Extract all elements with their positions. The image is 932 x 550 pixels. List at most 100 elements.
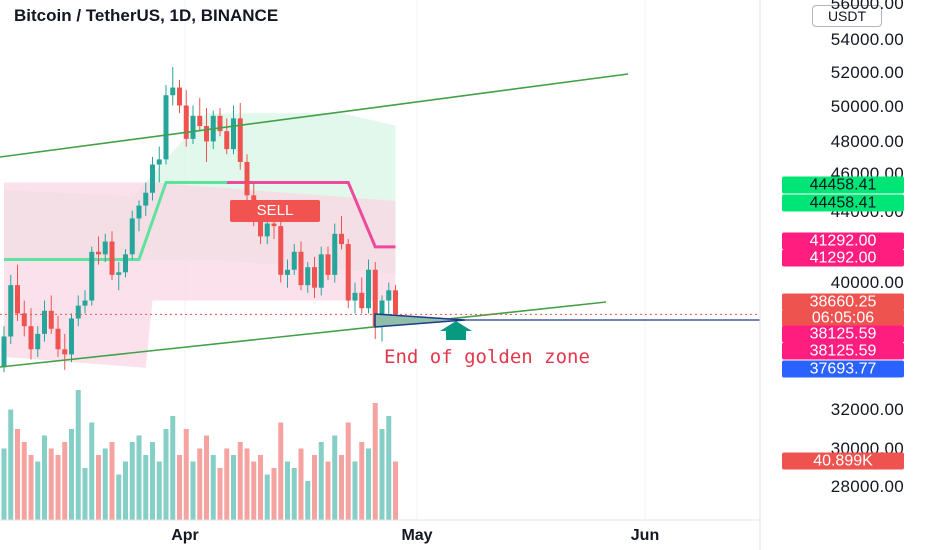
volume-bar: [237, 442, 243, 520]
volume-bar: [312, 455, 317, 520]
candle-body: [345, 244, 351, 301]
volume-bar: [109, 442, 115, 520]
volume-bar: [204, 435, 209, 520]
volume-bar: [251, 461, 257, 520]
volume-bar: [298, 448, 304, 520]
volume-bar: [386, 416, 392, 520]
price-tag-red: 38660.25: [782, 293, 904, 311]
price-axis-label: 28000.00: [830, 477, 904, 496]
candle-body: [75, 305, 81, 319]
price-tag-pink: 38125.59: [782, 342, 904, 360]
candlesticks: [1, 67, 398, 373]
volume-bar: [129, 442, 135, 520]
price-tag-pink: 41292.00: [782, 232, 904, 250]
candle-body: [237, 118, 243, 162]
candle-body: [359, 292, 365, 309]
candle-body: [69, 318, 74, 355]
volume-bar: [21, 442, 27, 520]
price-tag-green: 44458.41: [782, 176, 904, 194]
candle-body: [55, 328, 61, 350]
price-axis-label: 50000.00: [830, 97, 904, 116]
volume-bar: [163, 429, 169, 520]
volume-bar: [8, 409, 14, 520]
volume-bar: [393, 461, 398, 520]
price-axis-label: 48000.00: [830, 132, 904, 151]
time-axis-label: Apr: [171, 527, 199, 544]
candle-body: [318, 254, 324, 288]
volume-bar: [177, 455, 182, 520]
time-axis-label: May: [401, 527, 433, 544]
price-axis-label: 54000.00: [830, 30, 904, 49]
volume-bar: [75, 390, 81, 520]
candle-body: [190, 115, 196, 139]
candle-body: [136, 205, 142, 219]
volume-bar: [136, 435, 142, 520]
candle-body: [258, 218, 263, 237]
candle-body: [217, 115, 223, 132]
candle-body: [305, 267, 311, 286]
price-tag-red: 06:05:06: [782, 309, 904, 327]
volume-bar: [278, 422, 284, 520]
volume-bar: [55, 455, 61, 520]
pink-band-fill: [4, 182, 396, 368]
candle-body: [1, 336, 7, 368]
drawing-lines[interactable]: [0, 73, 760, 368]
volume-bar: [82, 468, 88, 520]
currency-button[interactable]: USDT: [812, 5, 882, 27]
indicator-bands: [4, 113, 396, 368]
volume-bar: [264, 474, 270, 520]
volume-bar: [28, 455, 34, 520]
volume-bar: [183, 429, 189, 520]
candle-body: [48, 310, 54, 329]
volume-bar: [325, 461, 331, 520]
volume-bar: [258, 455, 263, 520]
volume-bar: [156, 461, 162, 520]
volume-bar: [150, 442, 155, 520]
candle-body: [156, 159, 162, 165]
volume-bar: [69, 429, 74, 520]
candle-body: [177, 87, 182, 106]
candle-body: [332, 233, 338, 275]
volume-bar: [62, 442, 68, 520]
candle-body: [339, 233, 344, 245]
candle-body: [42, 310, 47, 334]
sell-signal-label: SELL: [230, 200, 320, 222]
price-axis-label: 52000.00: [830, 63, 904, 82]
candle-body: [62, 349, 68, 355]
candle-body: [8, 285, 14, 337]
candle-body: [109, 241, 115, 275]
candle-body: [244, 161, 250, 196]
volume-bar: [291, 468, 297, 520]
candle-body: [298, 251, 304, 286]
candle-body: [28, 326, 34, 350]
candle-body: [366, 269, 371, 309]
price-tag-green: 44458.41: [782, 194, 904, 212]
price-axis-label: 56000.00: [830, 0, 904, 13]
volume-bar: [379, 429, 385, 520]
up-arrow-icon: [440, 321, 472, 340]
time-axis-label: Jun: [630, 527, 660, 544]
volume-bar: [210, 455, 216, 520]
volume-bar: [35, 461, 41, 520]
volume-bar: [190, 461, 196, 520]
candle-body: [271, 223, 277, 227]
volume-bar: [123, 461, 128, 520]
volume-bar: [89, 422, 95, 520]
candle-body: [291, 251, 297, 270]
symbol-title[interactable]: Bitcoin / TetherUS, 1D, BINANCE: [14, 6, 279, 25]
volume-bar: [143, 455, 149, 520]
price-tag-pink: 38125.59: [782, 325, 904, 343]
volume-bar: [42, 435, 47, 520]
volume-bar: [197, 448, 203, 520]
candle-body: [379, 300, 385, 327]
candle-body: [393, 290, 398, 315]
golden-zone-annotation[interactable]: End of golden zone: [384, 346, 590, 368]
volume-bar: [345, 422, 351, 520]
candle-body: [129, 218, 135, 255]
volume-bar: [244, 448, 250, 520]
volume-bar: [96, 455, 101, 520]
volume-bar: [224, 448, 230, 520]
candle-body: [35, 333, 41, 350]
upper-trendline: [0, 73, 629, 158]
